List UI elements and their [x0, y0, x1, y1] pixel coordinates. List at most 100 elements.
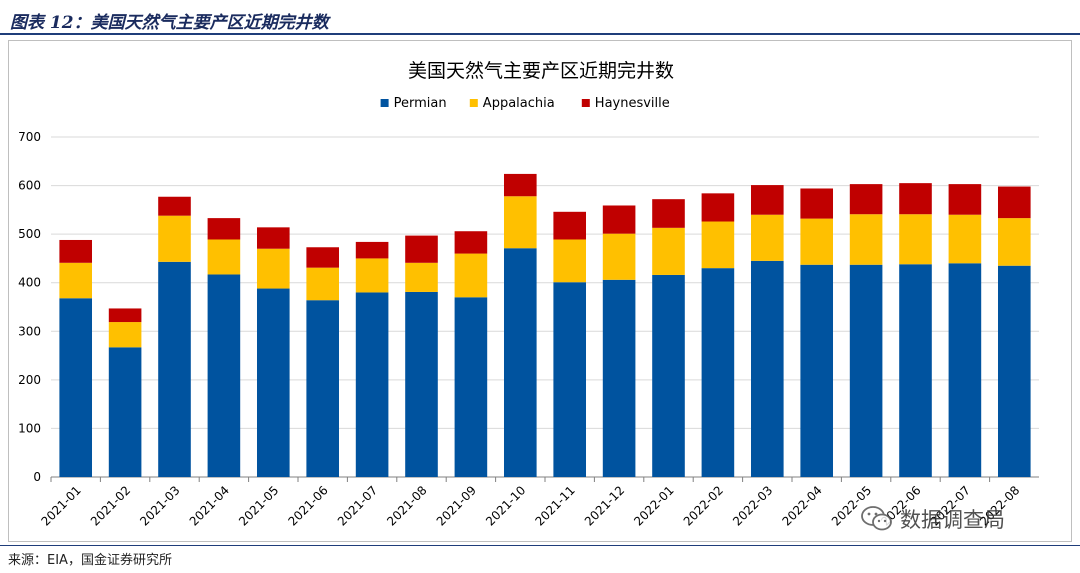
bar-haynesville-2021-09 — [454, 231, 488, 254]
bar-haynesville-2021-12 — [602, 205, 636, 234]
y-tick-label: 400 — [18, 276, 41, 290]
legend: Permian Appalachia Haynesville — [380, 96, 670, 111]
figure-title: 图表 12：美国天然气主要产区近期完井数 — [10, 13, 329, 33]
title-divider — [0, 33, 1080, 35]
bar-appalachia-2021-01 — [59, 262, 93, 299]
x-tick-label: 2021-12 — [582, 483, 627, 528]
x-tick-label: 2021-09 — [434, 483, 479, 528]
bar-appalachia-2021-08 — [405, 262, 438, 292]
bar-appalachia-2022-03 — [750, 214, 784, 261]
x-tick-label: 2021-03 — [137, 483, 182, 528]
bar-haynesville-2022-06 — [899, 183, 932, 215]
bar-appalachia-2022-07 — [948, 214, 982, 264]
bar-haynesville-2021-03 — [158, 196, 191, 216]
y-tick-label: 600 — [18, 179, 41, 193]
bar-haynesville-2022-04 — [800, 188, 834, 219]
bar-permian-2021-01 — [59, 298, 93, 477]
bar-appalachia-2021-02 — [108, 322, 142, 348]
bar-appalachia-2022-01 — [652, 227, 685, 275]
bar-haynesville-2021-02 — [108, 308, 142, 323]
bar-permian-2021-09 — [454, 297, 488, 477]
x-tick-label: 2021-05 — [236, 483, 281, 528]
bar-permian-2022-02 — [701, 268, 735, 477]
legend-label-haynesville: Haynesville — [595, 96, 670, 111]
bar-appalachia-2021-11 — [553, 239, 587, 283]
x-tick-label: 2021-11 — [532, 483, 577, 528]
y-tick-label: 200 — [18, 373, 41, 387]
bar-appalachia-2021-04 — [207, 239, 241, 275]
bar-haynesville-2022-03 — [750, 185, 784, 215]
bar-permian-2021-07 — [355, 292, 389, 477]
x-tick-label: 2022-03 — [730, 483, 775, 528]
y-tick-label: 500 — [18, 227, 41, 241]
x-tick-label: 2021-07 — [335, 483, 380, 528]
x-tick-label: 2021-02 — [88, 483, 133, 528]
watermark: 数据调查局 — [860, 504, 1005, 534]
legend-swatch-haynesville — [581, 99, 590, 107]
bar-haynesville-2021-01 — [59, 239, 93, 263]
bar-permian-2022-06 — [899, 264, 932, 477]
bar-haynesville-2022-01 — [652, 199, 685, 228]
legend-label-appalachia: Appalachia — [483, 96, 555, 111]
x-tick-label: 2021-01 — [38, 483, 83, 528]
chart-frame: 美国天然气主要产区近期完井数 Permian Appalachia Haynesvi… — [8, 40, 1072, 542]
watermark-text: 数据调查局 — [900, 508, 1005, 532]
bar-haynesville-2022-05 — [849, 184, 883, 215]
bar-permian-2021-11 — [553, 282, 587, 477]
source-divider — [0, 545, 1080, 546]
bar-haynesville-2021-05 — [256, 227, 290, 249]
bar-permian-2022-04 — [800, 264, 834, 477]
wechat-icon — [861, 506, 892, 531]
x-tick-label: 2022-04 — [779, 483, 824, 528]
bar-permian-2022-05 — [849, 264, 883, 477]
bar-appalachia-2022-08 — [997, 218, 1031, 266]
bar-permian-2021-06 — [306, 300, 340, 477]
bar-appalachia-2021-09 — [454, 253, 488, 298]
bar-permian-2022-03 — [750, 260, 784, 477]
source-note: 来源：EIA，国金证券研究所 — [8, 553, 172, 568]
bar-appalachia-2021-06 — [306, 267, 340, 301]
bar-haynesville-2022-08 — [997, 186, 1031, 219]
gridlines — [51, 136, 1039, 429]
legend-swatch-appalachia — [469, 99, 478, 107]
bar-appalachia-2022-05 — [849, 214, 883, 265]
x-tick-label: 2022-02 — [681, 483, 726, 528]
x-tick-label: 2021-06 — [285, 483, 330, 528]
bar-permian-2021-02 — [108, 347, 142, 477]
bar-appalachia-2021-03 — [158, 215, 191, 262]
bar-appalachia-2021-07 — [355, 258, 389, 293]
bar-haynesville-2021-08 — [405, 235, 438, 263]
bars — [59, 173, 1031, 477]
bar-appalachia-2021-10 — [503, 196, 537, 249]
bar-permian-2021-05 — [256, 288, 290, 477]
bar-permian-2021-12 — [602, 279, 636, 477]
legend-label-permian: Permian — [394, 96, 447, 111]
bar-permian-2021-03 — [158, 261, 191, 477]
bar-permian-2022-08 — [997, 265, 1031, 477]
y-axis: 0 100 200 300 400 500 600 700 — [18, 130, 1039, 484]
bar-permian-2022-01 — [652, 274, 685, 477]
bar-appalachia-2021-05 — [256, 248, 290, 289]
bar-appalachia-2022-02 — [701, 221, 735, 269]
bar-haynesville-2021-04 — [207, 218, 241, 240]
x-tick-label: 2021-08 — [384, 483, 429, 528]
bar-appalachia-2022-06 — [899, 214, 932, 265]
legend-swatch-permian — [380, 99, 389, 107]
bar-appalachia-2021-12 — [602, 233, 636, 280]
x-tick-label: 2021-10 — [483, 483, 528, 528]
bar-haynesville-2021-11 — [553, 211, 587, 240]
y-tick-label: 300 — [18, 324, 41, 338]
stacked-bar-chart: 美国天然气主要产区近期完井数 Permian Appalachia Haynesvi… — [18, 60, 1039, 529]
bar-haynesville-2021-10 — [503, 173, 537, 197]
y-tick-label: 0 — [33, 470, 41, 484]
chart-title: 美国天然气主要产区近期完井数 — [408, 60, 674, 82]
bar-permian-2021-04 — [207, 274, 241, 477]
bar-haynesville-2022-02 — [701, 193, 735, 222]
y-tick-label: 700 — [18, 130, 41, 144]
y-tick-label: 100 — [18, 421, 41, 435]
bar-appalachia-2022-04 — [800, 218, 834, 265]
bar-permian-2021-08 — [405, 291, 438, 477]
x-tick-label: 2021-04 — [187, 483, 232, 528]
bar-haynesville-2021-06 — [306, 247, 340, 268]
bar-haynesville-2021-07 — [355, 241, 389, 259]
